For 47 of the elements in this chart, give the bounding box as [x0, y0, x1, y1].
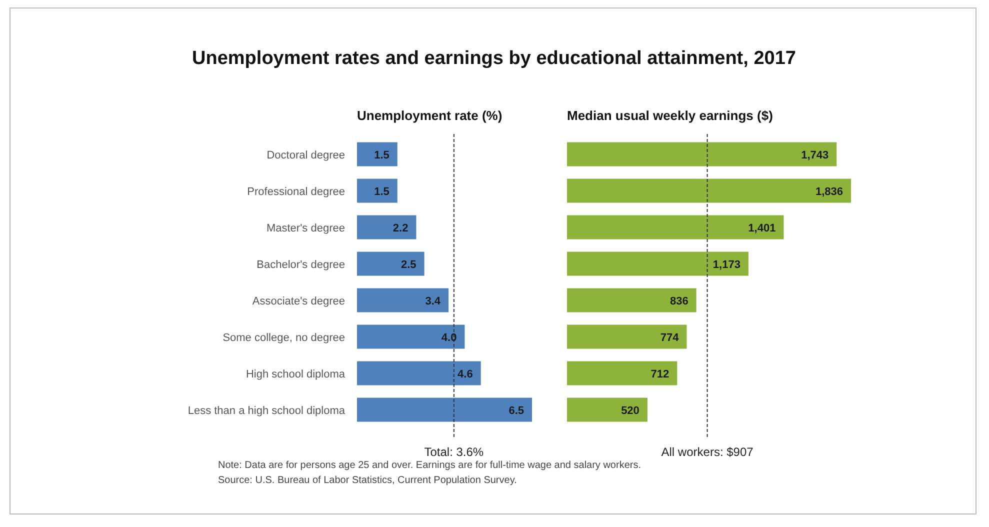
bar — [567, 252, 748, 276]
data-label: 3.4 — [425, 295, 442, 308]
data-label: 520 — [621, 404, 640, 417]
bar — [567, 398, 648, 422]
y-tick-label: Bachelor's degree — [256, 258, 345, 271]
data-label: 2.5 — [401, 258, 416, 271]
chart-subtitle: Median usual weekly earnings ($) — [567, 108, 773, 123]
ref-line-label: Total: 3.6% — [424, 445, 484, 459]
data-label: 1,836 — [815, 186, 843, 198]
bar — [567, 142, 837, 166]
source-note: Source: U.S. Bureau of Labor Statistics, Current Population Survey. — [218, 475, 517, 486]
data-label: 6.5 — [508, 404, 524, 417]
bar — [567, 288, 696, 312]
y-tick-label: Associate's degree — [252, 295, 345, 308]
data-label: 4.0 — [441, 332, 457, 344]
y-tick-label: High school diploma — [246, 368, 346, 380]
data-label: 2.2 — [392, 222, 408, 234]
data-label: 1,743 — [801, 149, 829, 162]
bar — [567, 178, 851, 203]
bar — [357, 398, 532, 422]
data-label: 712 — [650, 368, 670, 380]
bar — [357, 288, 449, 312]
y-tick-label: Master's degree — [266, 222, 345, 234]
data-label: 836 — [670, 295, 688, 308]
y-tick-label: Less than a high school diploma — [188, 404, 346, 417]
bar — [357, 178, 398, 203]
data-label: 1,173 — [712, 258, 740, 271]
data-label: 1.5 — [374, 149, 390, 162]
text: Note: Data are for persons age 25 and over. Earnings are for full-time wage and salary workers. — [218, 460, 641, 471]
data-label: 1.5 — [374, 186, 390, 198]
bar — [357, 142, 398, 166]
bar — [357, 215, 416, 240]
y-tick-label: Professional degree — [247, 186, 345, 198]
data-label: 1,401 — [748, 222, 776, 234]
y-tick-label: Doctoral degree — [266, 149, 345, 162]
bar — [357, 324, 465, 349]
bar — [567, 361, 678, 386]
data-label: 4.6 — [458, 368, 473, 380]
ref-line-label: All workers: $907 — [661, 445, 754, 459]
bar — [357, 252, 424, 276]
y-tick-label: Some college, no degree — [222, 332, 345, 344]
chart-subtitle: Unemployment rate (%) — [357, 108, 502, 123]
bar — [357, 361, 481, 386]
chart-title: Unemployment rates and earnings by educational attainment, 2017 — [192, 48, 796, 69]
bar — [567, 215, 784, 240]
data-label: 774 — [660, 332, 680, 344]
bar — [567, 324, 687, 349]
